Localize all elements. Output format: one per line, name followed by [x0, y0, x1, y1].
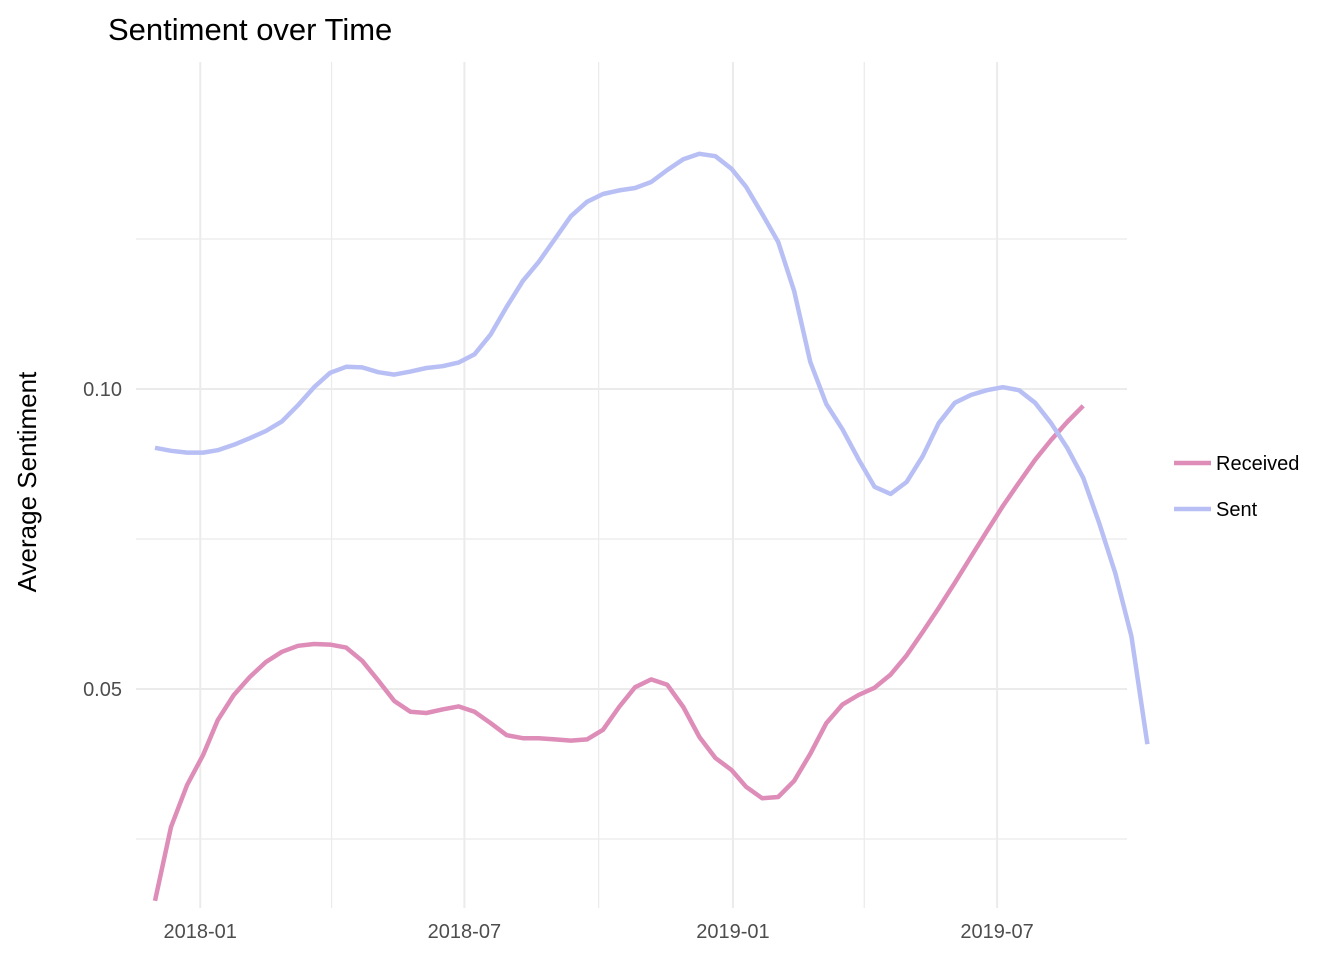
y-axis-title: Average Sentiment — [12, 371, 42, 592]
legend-label-received: Received — [1216, 453, 1299, 475]
series-line-sent — [154, 151, 1150, 745]
series-lines — [152, 151, 1150, 902]
grid — [136, 62, 1127, 908]
legend: Received Sent — [1174, 453, 1299, 521]
x-tick-label: 2018-07 — [428, 921, 501, 943]
chart-title: Sentiment over Time — [108, 12, 392, 47]
y-tick-label: 0.05 — [83, 679, 122, 701]
x-tick-label: 2019-07 — [960, 921, 1033, 943]
x-tick-label: 2019-01 — [696, 921, 769, 943]
y-tick-label: 0.10 — [83, 379, 122, 401]
x-tick-labels: 2018-01 2018-07 2019-01 2019-07 — [164, 921, 1034, 943]
x-tick-label: 2018-01 — [164, 921, 237, 943]
series-line-received — [152, 404, 1085, 902]
legend-label-sent: Sent — [1216, 499, 1258, 521]
y-tick-labels: 0.05 0.10 — [83, 379, 122, 701]
